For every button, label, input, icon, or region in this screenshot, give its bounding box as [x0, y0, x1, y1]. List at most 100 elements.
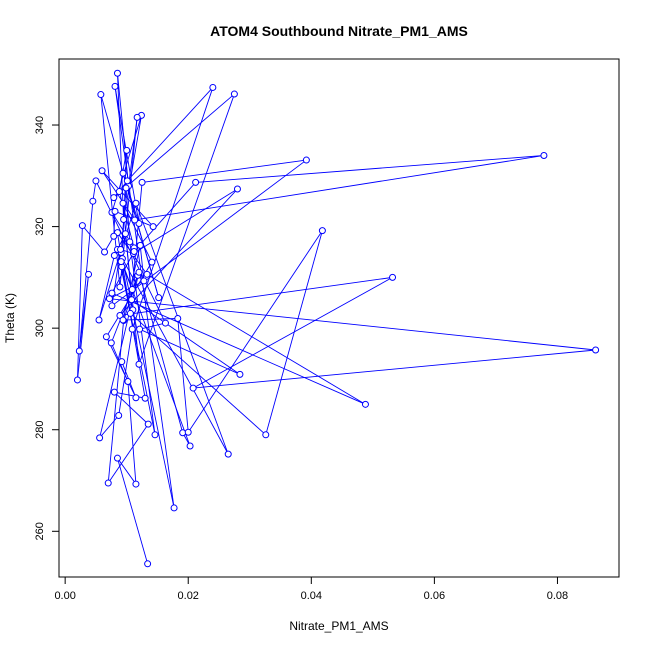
data-point	[136, 325, 144, 333]
data-point	[138, 178, 146, 186]
data-point	[102, 333, 110, 341]
series-segment	[121, 258, 229, 455]
series-segment	[177, 318, 189, 433]
data-point	[96, 434, 104, 442]
data-point	[85, 270, 93, 278]
data-point	[117, 245, 125, 253]
data-point	[119, 199, 127, 207]
series-segment	[139, 322, 166, 330]
data-point	[119, 316, 127, 324]
data-point	[110, 194, 118, 202]
series-segment	[142, 159, 307, 183]
series-segment	[119, 276, 393, 316]
data-point	[161, 319, 169, 327]
series-segment	[109, 298, 596, 351]
series-segment	[123, 115, 142, 220]
series-segment	[138, 272, 184, 433]
data-point	[209, 83, 217, 91]
data-point	[233, 185, 241, 193]
data-point	[95, 316, 103, 324]
series-segment	[131, 299, 241, 375]
series-segment	[82, 225, 105, 253]
series-segment	[125, 187, 131, 242]
data-point	[192, 178, 200, 186]
series-segment	[122, 203, 153, 263]
data-point	[592, 346, 600, 354]
data-point	[104, 479, 112, 487]
series-segment	[193, 349, 596, 389]
y-tick-label: 340	[34, 116, 46, 134]
data-point	[117, 258, 125, 266]
y-tick-label: 320	[34, 217, 46, 235]
data-point	[128, 296, 136, 304]
series-segment	[117, 458, 149, 564]
data-point	[108, 302, 116, 310]
data-point	[89, 197, 97, 205]
data-point	[126, 238, 134, 246]
series-layer	[73, 69, 600, 568]
data-point	[148, 258, 156, 266]
data-point	[123, 146, 131, 154]
data-point	[318, 227, 326, 235]
series-segment	[105, 336, 137, 398]
data-point	[144, 420, 152, 428]
data-point	[186, 442, 194, 450]
data-point	[132, 199, 140, 207]
data-point	[116, 283, 124, 291]
data-point	[149, 223, 157, 231]
series-segment	[118, 329, 133, 416]
series-segment	[113, 211, 116, 237]
x-tick-label: 0.04	[301, 590, 322, 602]
data-point	[302, 156, 310, 164]
data-point	[128, 325, 136, 333]
data-point	[230, 90, 238, 98]
data-point	[540, 151, 548, 159]
data-point	[155, 294, 163, 302]
x-tick-label: 0.06	[424, 590, 445, 602]
series-segment	[133, 188, 238, 254]
series-segment	[114, 86, 175, 508]
y-tick-label: 260	[34, 522, 46, 540]
series-segment	[127, 381, 137, 485]
data-point	[78, 222, 86, 230]
data-point	[130, 247, 138, 255]
y-axis: 260 280 300 320 340	[34, 116, 60, 540]
data-point	[133, 113, 141, 121]
data-point	[110, 388, 118, 396]
data-point	[131, 216, 139, 224]
series-segment	[187, 230, 323, 433]
data-point	[128, 286, 136, 294]
series-segment	[195, 155, 544, 183]
data-point	[132, 480, 140, 488]
series-segment	[135, 203, 229, 455]
data-point	[136, 241, 144, 249]
data-point	[144, 560, 152, 568]
data-point	[120, 215, 128, 223]
series-segment	[98, 203, 137, 321]
series-segment	[132, 309, 175, 509]
series-segment	[117, 73, 125, 220]
series-segment	[130, 313, 267, 436]
series-segment	[107, 423, 149, 484]
data-point	[97, 91, 105, 99]
chart-title: ATOM4 Southbound Nitrate_PM1_AMS	[210, 23, 468, 39]
series-segment	[122, 173, 160, 298]
data-point	[111, 207, 119, 215]
data-point	[389, 273, 397, 281]
data-point	[107, 339, 115, 347]
series-segment	[99, 415, 120, 439]
data-point	[126, 309, 134, 317]
data-point	[110, 232, 118, 240]
data-point	[262, 431, 270, 439]
series-segment	[139, 328, 241, 375]
data-point	[132, 394, 140, 402]
x-tick-label: 0.00	[54, 590, 75, 602]
data-point	[75, 347, 83, 355]
data-point	[151, 431, 159, 439]
x-tick-label: 0.08	[547, 590, 568, 602]
data-point	[115, 412, 123, 420]
series-segment	[117, 457, 137, 485]
data-point	[143, 270, 151, 278]
series-segment	[113, 93, 235, 198]
